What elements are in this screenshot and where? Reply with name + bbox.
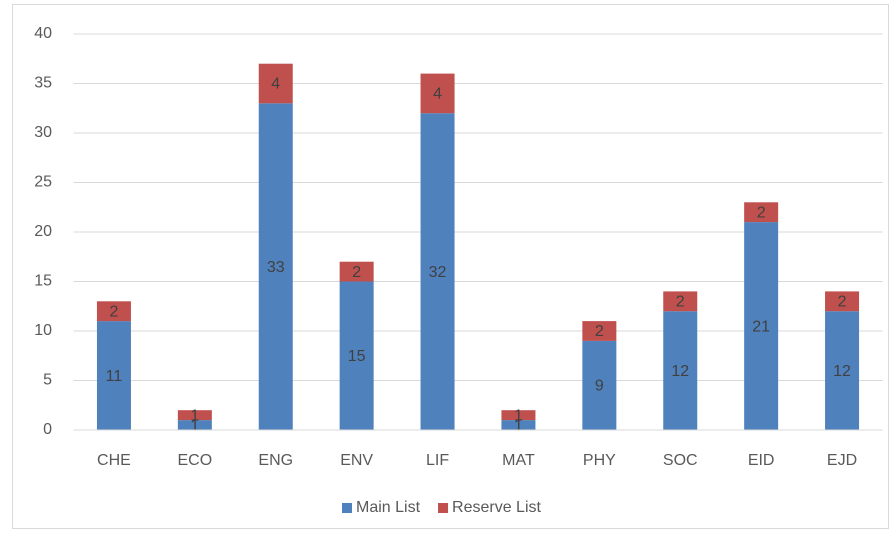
data-label: 4	[433, 86, 442, 103]
bar-segment	[420, 73, 455, 114]
bar-segment	[258, 63, 293, 104]
bar-segment	[339, 261, 374, 282]
x-tick-label: MAT	[502, 452, 535, 469]
data-label: 33	[267, 259, 285, 276]
bar-segment	[96, 321, 131, 430]
data-label: 1	[514, 417, 523, 434]
y-tick-label: 0	[43, 421, 52, 438]
chart-border	[12, 4, 889, 529]
bar-segment	[420, 113, 455, 430]
bar-segment	[177, 420, 212, 430]
bar-segment	[501, 410, 536, 421]
y-tick-label: 5	[43, 372, 52, 389]
x-tick-label: ENV	[340, 452, 373, 469]
x-tick-label: EJD	[827, 452, 857, 469]
y-tick-label: 15	[34, 273, 52, 290]
bar-segment	[744, 202, 779, 223]
bar-segment	[177, 410, 212, 421]
data-label: 11	[106, 368, 123, 385]
bar-segment	[501, 420, 536, 430]
y-tick-label: 20	[34, 223, 52, 240]
data-label: 9	[595, 378, 604, 395]
bar-segment	[582, 321, 617, 341]
x-tick-label: PHY	[583, 452, 616, 469]
data-label: 2	[676, 294, 685, 311]
legend-swatch	[438, 503, 449, 513]
bar-segment	[663, 311, 698, 430]
bar-segment	[825, 311, 860, 430]
x-tick-label: EID	[748, 452, 775, 469]
legend-label: Main List	[356, 499, 421, 516]
data-label: 12	[833, 363, 851, 380]
data-label: 2	[109, 303, 118, 320]
data-label: 1	[514, 407, 523, 424]
x-tick-label: SOC	[663, 452, 698, 469]
y-tick-label: 40	[34, 25, 52, 42]
data-label: 2	[595, 323, 604, 340]
data-label: 12	[671, 363, 689, 380]
data-label: 21	[752, 318, 770, 335]
data-label: 2	[757, 204, 766, 221]
bar-segment	[258, 103, 293, 431]
x-tick-label: ENG	[258, 452, 293, 469]
data-label: 4	[271, 76, 280, 93]
data-label: 2	[838, 294, 847, 311]
bar-segment	[825, 291, 860, 312]
x-tick-label: ECO	[178, 452, 213, 469]
bar-segment	[96, 301, 131, 322]
x-tick-label: LIF	[426, 452, 449, 469]
legend-swatch	[342, 503, 352, 513]
data-label: 15	[348, 348, 366, 365]
y-tick-label: 30	[34, 124, 52, 141]
data-label: 1	[190, 407, 199, 424]
bar-segment	[663, 291, 698, 312]
data-label: 1	[190, 417, 199, 434]
data-label: 32	[429, 264, 447, 281]
legend-label: Reserve List	[452, 499, 541, 516]
data-label: 2	[352, 264, 361, 281]
y-tick-label: 35	[34, 75, 52, 92]
bar-segment	[744, 222, 779, 430]
y-tick-label: 25	[34, 174, 52, 191]
y-tick-label: 10	[34, 322, 52, 339]
bar-segment	[582, 340, 617, 430]
x-tick-label: CHE	[97, 452, 131, 469]
bar-segment	[339, 281, 374, 430]
